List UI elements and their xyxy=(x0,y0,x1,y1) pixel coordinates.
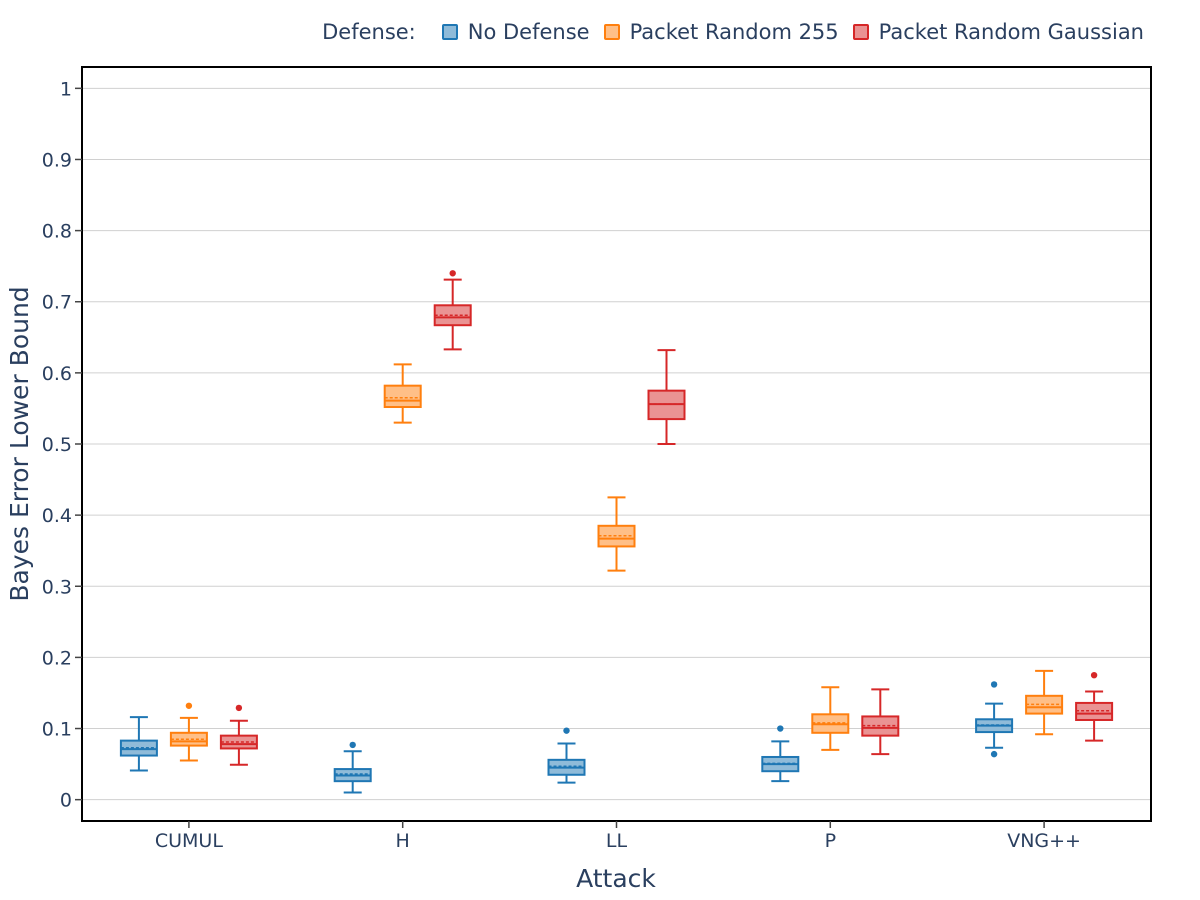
outlier-point xyxy=(349,741,356,749)
x-tick-label: CUMUL xyxy=(155,830,223,852)
legend-label-packet-random-gaussian: Packet Random Gaussian xyxy=(878,20,1144,44)
iqr-box xyxy=(383,384,422,409)
legend-title: Defense: xyxy=(322,20,416,44)
box-ll-packet-random-255 xyxy=(597,496,636,572)
y-tick-label: 0.2 xyxy=(42,647,72,669)
box-cumul-packet-random-255 xyxy=(169,702,208,762)
legend-item-packet-random-255[interactable]: Packet Random 255 xyxy=(603,20,839,44)
box-cumul-packet-random-gaussian xyxy=(219,704,258,766)
y-tick-label: 0.9 xyxy=(42,149,72,171)
box-vng-no-defense xyxy=(975,681,1014,758)
outlier-point xyxy=(1090,671,1098,679)
legend-swatch-no-defense xyxy=(441,24,458,40)
box-ll-no-defense xyxy=(547,727,586,784)
legend-label-no-defense: No Defense xyxy=(467,20,590,44)
outlier-point xyxy=(235,704,243,712)
y-axis-title: Bayes Error Lower Bound xyxy=(5,286,34,601)
outlier-point xyxy=(449,270,456,277)
box-p-packet-random-255 xyxy=(811,686,850,751)
outlier-point xyxy=(990,681,998,688)
x-tick-label: H xyxy=(396,830,410,852)
box-p-packet-random-gaussian xyxy=(861,688,900,756)
y-tick-label: 1 xyxy=(60,78,72,100)
box-h-packet-random-gaussian xyxy=(433,270,472,351)
outlier-point xyxy=(185,702,193,709)
outlier-point xyxy=(990,750,998,758)
y-tick-label: 0.7 xyxy=(42,292,72,314)
legend: Defense: No Defense Packet Random 255 Pa… xyxy=(322,20,1144,44)
y-tick-label: 0.1 xyxy=(42,719,72,741)
gridlines xyxy=(82,87,1151,801)
legend-item-no-defense[interactable]: No Defense xyxy=(441,20,590,44)
y-tick-label: 0.5 xyxy=(42,434,72,456)
x-tick-label: VNG++ xyxy=(1007,830,1081,852)
legend-item-packet-random-gaussian[interactable]: Packet Random Gaussian xyxy=(852,20,1144,44)
x-tick-label: P xyxy=(825,830,836,852)
box-vng-packet-random-255 xyxy=(1025,669,1064,736)
axes: 0 0.1 0.2 0.3 0.4 0.5 0.6 0.7 0.8 0.9 1 CUMUL H LL P VN… xyxy=(42,78,1081,852)
y-tick-label: 0.6 xyxy=(42,363,72,385)
box-h-packet-random-255 xyxy=(383,363,422,424)
outlier-point xyxy=(777,725,784,732)
legend-swatch-packet-random-255 xyxy=(603,24,620,40)
box-vng-packet-random-gaussian xyxy=(1075,671,1114,742)
legend-swatch-packet-random-gaussian xyxy=(852,24,869,40)
boxes xyxy=(119,270,1114,794)
box-ll-packet-random-gaussian xyxy=(647,349,686,445)
y-tick-label: 0.4 xyxy=(42,505,72,527)
y-tick-label: 0.3 xyxy=(42,576,72,598)
x-tick-label: LL xyxy=(606,830,628,852)
box-h-no-defense xyxy=(333,741,372,794)
box-p-no-defense xyxy=(761,725,800,783)
y-tick-label: 0.8 xyxy=(42,221,72,243)
outlier-point xyxy=(563,727,570,734)
legend-label-packet-random-255: Packet Random 255 xyxy=(629,20,839,44)
x-axis-title: Attack xyxy=(576,864,656,893)
box-cumul-no-defense xyxy=(119,716,158,772)
y-tick-label: 0 xyxy=(60,790,72,812)
